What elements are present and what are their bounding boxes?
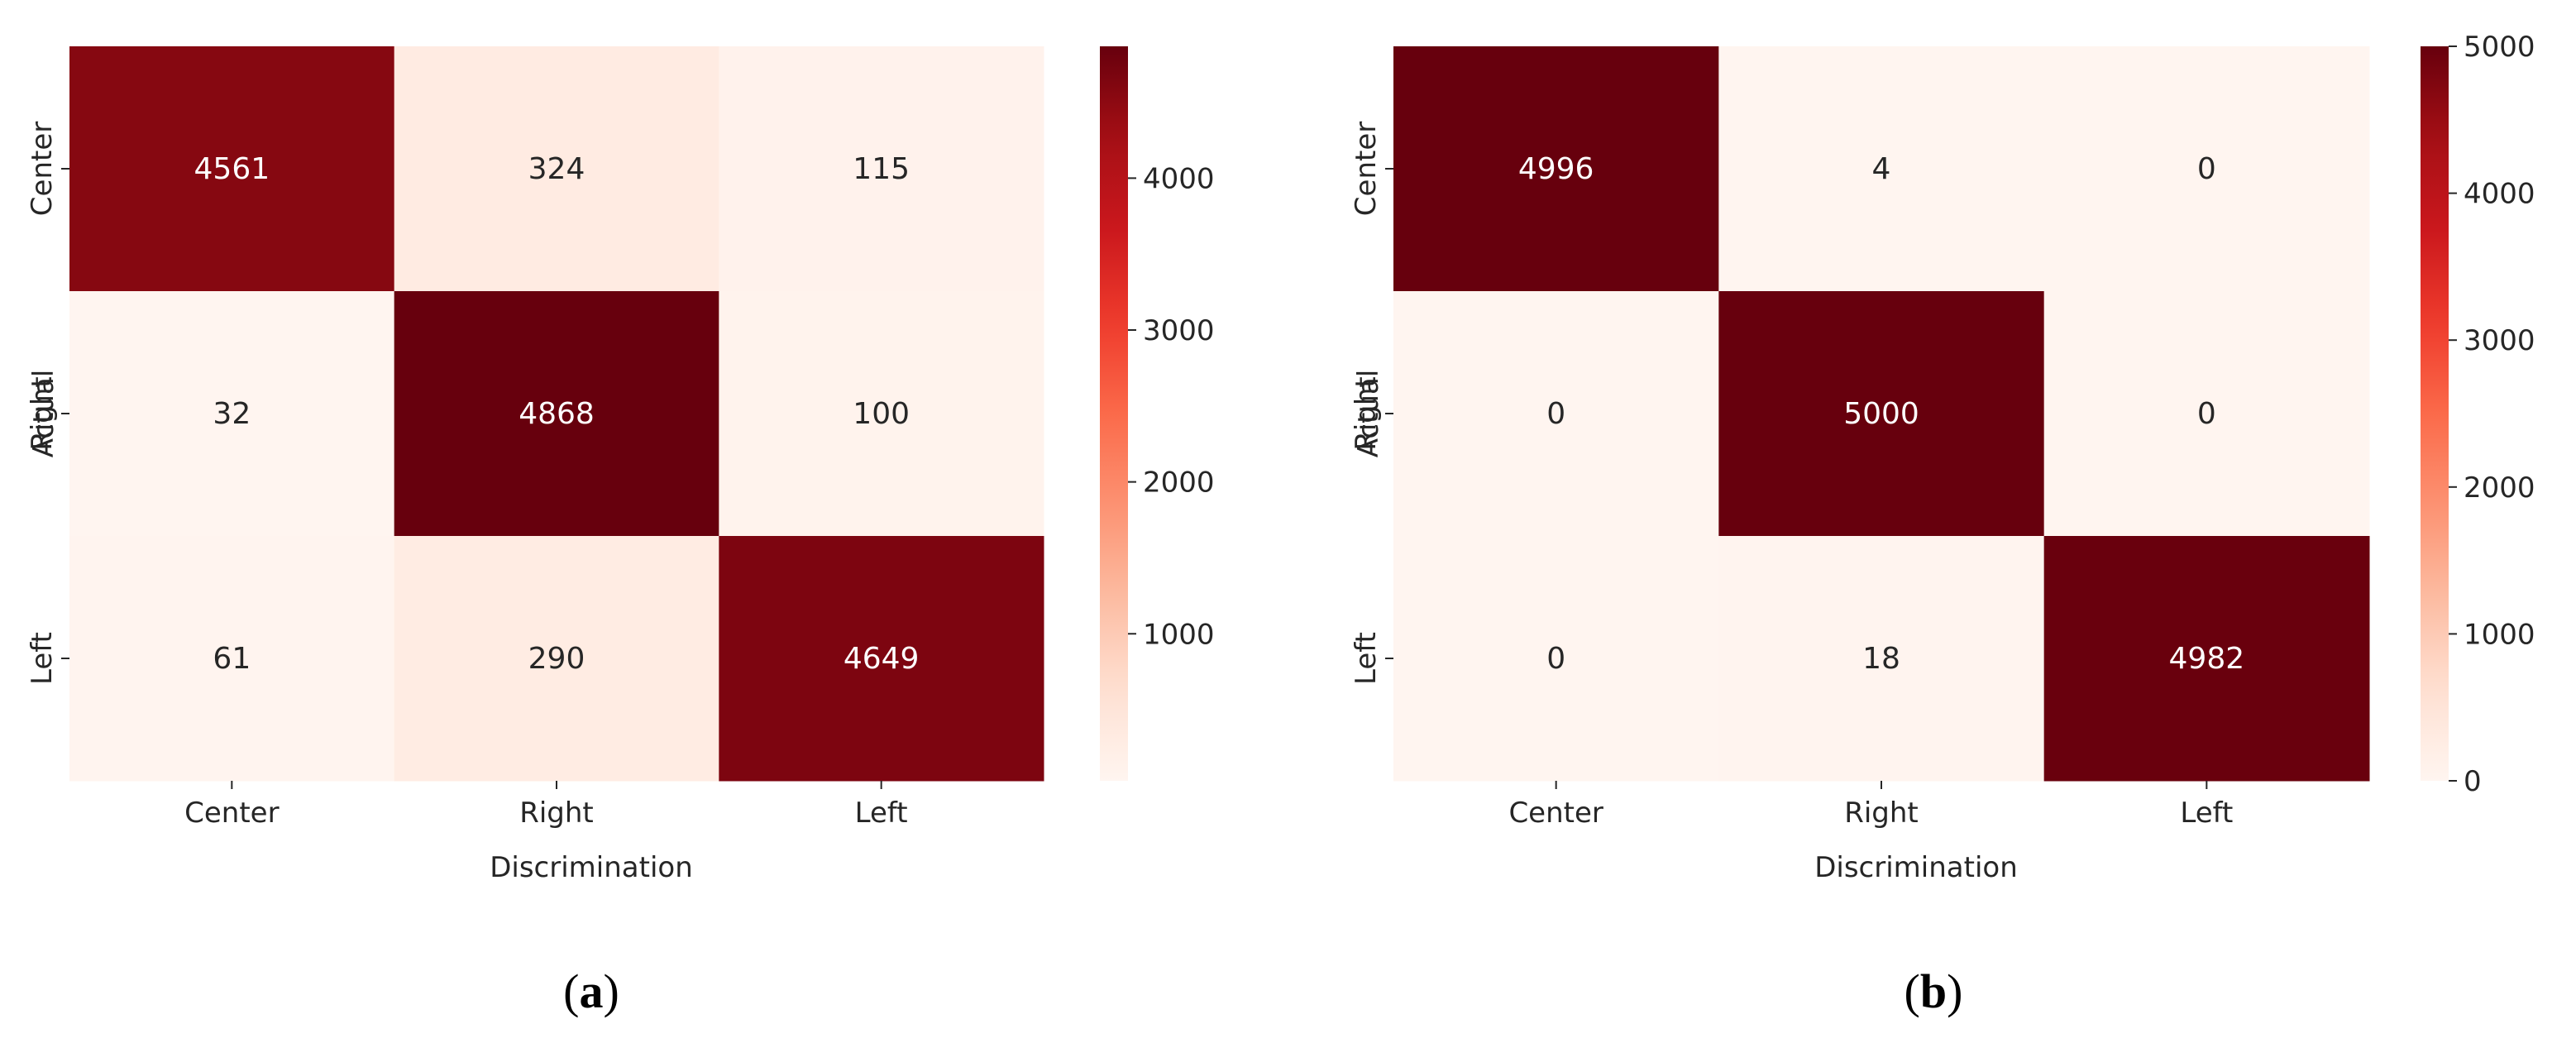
cell-value-label: 0 xyxy=(2197,397,2216,431)
heatmap-cell xyxy=(1718,536,2045,782)
col-tick-label: Right xyxy=(1844,797,1919,830)
cell-value-label: 4 xyxy=(1872,152,1891,186)
row-tick-label: Center xyxy=(26,122,59,216)
panel-b-letter: b xyxy=(1920,964,1947,1018)
heatmap-a-col-ticks: Center Right Left xyxy=(184,781,908,830)
heatmap-a-svg: 4561 324 115 32 4868 100 61 290 4649 Center Right… xyxy=(26,46,1215,1018)
row-tick-label: Center xyxy=(1350,122,1383,216)
heatmap-panel-a: 4561 324 115 32 4868 100 61 290 4649 Center Right… xyxy=(26,46,1215,1018)
heatmap-cell xyxy=(1393,536,1719,782)
heatmap-b-colorbar: 0 1000 2000 3000 4000 5000 xyxy=(2421,31,2535,798)
heatmap-a-cell-labels: 4561 324 115 32 4868 100 61 290 4649 xyxy=(194,152,920,676)
heatmap-a-row-ticks: Center Right Left xyxy=(26,122,69,685)
heatmap-cell xyxy=(2043,291,2370,537)
colorbar-tick-label: 4000 xyxy=(1143,162,1215,195)
heatmap-cell xyxy=(69,536,395,782)
colorbar-tick-label: 4000 xyxy=(2464,178,2535,211)
colorbar-tick-label: 2000 xyxy=(1143,466,1215,500)
heatmap-cell xyxy=(2043,46,2370,292)
heatmap-cell xyxy=(719,536,1044,782)
cell-value-label: 32 xyxy=(213,397,251,431)
colorbar-tick-label: 0 xyxy=(2464,765,2482,798)
row-tick-label: Right xyxy=(1350,376,1383,451)
cell-value-label: 0 xyxy=(1546,642,1565,676)
heatmap-a-cells xyxy=(69,46,1044,782)
cell-value-label: 4561 xyxy=(194,152,270,186)
colorbar-tick-label: 5000 xyxy=(2464,31,2535,64)
cell-value-label: 61 xyxy=(213,642,251,676)
heatmap-panel-b: 4996 4 0 0 5000 0 0 18 4982 Center Right Left Cent… xyxy=(1288,0,2576,1043)
colorbar-tick-label: 1000 xyxy=(1143,618,1215,651)
heatmap-b-cells xyxy=(1393,46,2370,782)
heatmap-cell xyxy=(69,46,395,292)
cell-value-label: 0 xyxy=(1546,397,1565,431)
heatmap-cell xyxy=(1393,46,1719,292)
cell-value-label: 4996 xyxy=(1518,152,1594,186)
colorbar-tick-label: 1000 xyxy=(2464,618,2535,651)
cell-value-label: 324 xyxy=(528,152,585,186)
heatmap-b-svg: 4996 4 0 0 5000 0 0 18 4982 Center Right Left Cent… xyxy=(1350,31,2535,1018)
col-tick-label: Center xyxy=(184,797,279,830)
heatmap-a-x-axis-label: Discrimination xyxy=(490,851,693,884)
colorbar-tick-label: 2000 xyxy=(2464,471,2535,505)
col-tick-label: Right xyxy=(519,797,594,830)
cell-value-label: 100 xyxy=(853,397,910,431)
heatmap-cell xyxy=(1718,46,2045,292)
heatmap-cell xyxy=(1718,291,2045,537)
colorbar-tick-label: 3000 xyxy=(2464,324,2535,357)
panel-a-letter: a xyxy=(580,964,604,1018)
cell-value-label: 4649 xyxy=(844,642,920,676)
heatmap-cell xyxy=(1393,291,1719,537)
cell-value-label: 18 xyxy=(1862,642,1900,676)
heatmap-b-cell-labels: 4996 4 0 0 5000 0 0 18 4982 xyxy=(1518,152,2244,676)
panel-a-caption: (a) xyxy=(563,964,619,1018)
colorbar-gradient xyxy=(2421,46,2449,781)
cell-value-label: 4982 xyxy=(2169,642,2245,676)
heatmap-cell xyxy=(2043,536,2370,782)
col-tick-label: Left xyxy=(2180,797,2233,830)
heatmap-b-x-axis-label: Discrimination xyxy=(1814,851,2018,884)
heatmap-b-row-ticks: Center Right Left xyxy=(1350,122,1393,685)
cell-value-label: 0 xyxy=(2197,152,2216,186)
colorbar-gradient xyxy=(1100,46,1128,781)
col-tick-label: Center xyxy=(1508,797,1603,830)
cell-value-label: 115 xyxy=(853,152,910,186)
heatmap-cell xyxy=(394,536,719,782)
row-tick-label: Right xyxy=(26,376,59,451)
heatmap-a-colorbar: 1000 2000 3000 4000 xyxy=(1100,46,1215,781)
cell-value-label: 4868 xyxy=(519,397,595,431)
heatmap-cell xyxy=(719,291,1044,537)
heatmap-a-y-axis-label: Actual xyxy=(27,370,60,458)
col-tick-label: Left xyxy=(855,797,908,830)
row-tick-label: Left xyxy=(26,632,59,685)
heatmap-cell xyxy=(69,291,395,537)
cell-value-label: 5000 xyxy=(1843,397,1919,431)
heatmap-b-col-ticks: Center Right Left xyxy=(1508,781,2233,830)
heatmap-b-y-axis-label: Actual xyxy=(1352,370,1385,458)
colorbar-tick-label: 3000 xyxy=(1143,314,1215,347)
heatmap-cell xyxy=(394,46,719,292)
cell-value-label: 290 xyxy=(528,642,585,676)
heatmap-cell xyxy=(394,291,719,537)
row-tick-label: Left xyxy=(1350,632,1383,685)
heatmap-cell xyxy=(719,46,1044,292)
panel-b-caption: (b) xyxy=(1905,964,1963,1018)
